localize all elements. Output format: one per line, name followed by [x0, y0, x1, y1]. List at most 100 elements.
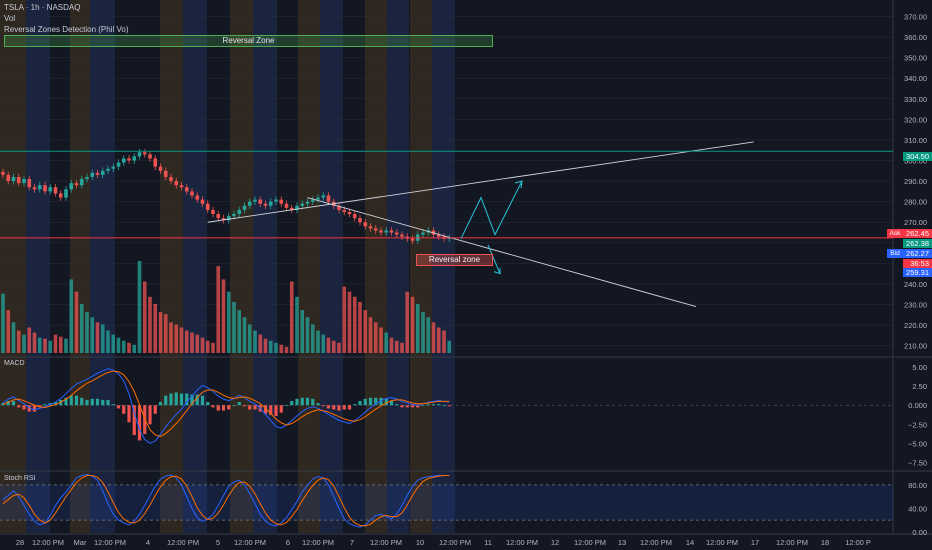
macd-histogram-bar: [137, 405, 142, 441]
volume-bar: [247, 324, 252, 353]
ask-price-tag: 262.45: [903, 229, 932, 238]
reversal-zone-bottom-label: Reversal zone: [428, 255, 481, 264]
grid-lines: [0, 0, 932, 535]
price-tick-label: 210.00: [904, 342, 927, 351]
time-tick-label: 18: [821, 538, 829, 547]
candle-body: [158, 166, 163, 171]
macd-histogram-bar: [95, 398, 100, 406]
macd-histogram-bar: [174, 392, 178, 406]
candle-body: [53, 187, 58, 194]
volume-bar: [410, 296, 415, 353]
stoch-label: Stoch RSI: [4, 475, 36, 482]
candle-body: [279, 199, 284, 204]
volume-bar: [405, 291, 410, 353]
reversal-zone-bottom: Reversal zone: [416, 254, 493, 266]
macd-histogram-bar: [342, 405, 346, 410]
candle-body: [400, 234, 404, 237]
stoch-band: [0, 484, 893, 521]
candlesticks: [1, 148, 452, 245]
trend-line-lower-wedge[interactable]: [307, 197, 697, 308]
volume-bar: [415, 303, 420, 353]
macd-histogram-bar: [431, 404, 436, 406]
macd-histogram-bar: [69, 395, 73, 406]
volume-bar: [106, 330, 110, 353]
volume-bar: [342, 286, 347, 353]
candle-body: [111, 166, 116, 169]
volume-bar: [37, 337, 42, 353]
time-tick-label: 28: [16, 538, 24, 547]
macd-histogram-bar: [90, 398, 94, 406]
time-tick-label: 11: [484, 538, 492, 547]
macd-panel: [0, 368, 893, 444]
volume-bar: [253, 330, 257, 353]
volume-bar: [389, 337, 394, 353]
candle-body: [253, 199, 257, 202]
time-tick-label: 12:00 PM: [167, 538, 199, 547]
price-tick-label: 340.00: [904, 74, 927, 83]
macd-histogram-bar: [211, 405, 215, 408]
macd-histogram-bar: [27, 405, 31, 412]
volume-bar: [85, 312, 89, 353]
time-tick-label: 12:00 PM: [94, 538, 126, 547]
macd-histogram-bar: [122, 405, 126, 414]
macd-histogram-bar: [416, 405, 420, 408]
time-tick-label: 12:00 PM: [640, 538, 672, 547]
macd-histogram-bar: [227, 405, 231, 410]
candle-body: [363, 222, 368, 227]
candle-body: [58, 193, 63, 198]
time-tick-label: 7: [350, 538, 354, 547]
time-tick-label: 12:00 PM: [234, 538, 266, 547]
price-tick-label: 330.00: [904, 95, 927, 104]
time-tick-label: 12:00 P: [845, 538, 871, 547]
candle-body: [237, 209, 242, 215]
volume-bar: [127, 342, 131, 353]
time-tick-label: 12: [551, 538, 559, 547]
time-tick-label: 14: [686, 538, 694, 547]
price-tick-label: 240.00: [904, 280, 927, 289]
candle-body: [195, 195, 200, 200]
bearish-arrow-head: [493, 267, 501, 275]
volume-bar: [363, 310, 368, 353]
time-tick-label: 12:00 PM: [506, 538, 538, 547]
volume-bar: [347, 291, 352, 353]
candle-body: [295, 205, 299, 210]
volume-bar: [27, 327, 32, 353]
volume-bar: [400, 342, 404, 353]
candle-body: [69, 183, 74, 190]
macd-histogram-bar: [263, 405, 268, 414]
time-tick-label: 12:00 PM: [439, 538, 471, 547]
session-stripe: [26, 0, 50, 533]
candle-body: [368, 226, 373, 229]
price-tick-label: 270.00: [904, 218, 927, 227]
macd-histogram-bar: [248, 405, 252, 410]
price-tick-label: 230.00: [904, 301, 927, 310]
time-tick-label: 12:00 PM: [706, 538, 738, 547]
candle-body: [358, 218, 362, 223]
volume-bar: [32, 332, 37, 353]
macd-histogram-bar: [300, 397, 304, 406]
macd-histogram-bar: [101, 399, 105, 406]
volume-bar: [436, 327, 441, 353]
candle-body: [379, 230, 383, 233]
countdown-tag: 36:53: [903, 259, 932, 268]
macd-histogram-bar: [132, 405, 136, 436]
time-tick-label: 4: [146, 538, 150, 547]
macd-histogram-bar: [80, 397, 84, 406]
candle-body: [389, 230, 394, 233]
candle-body: [142, 152, 147, 155]
volume-bar: [48, 340, 53, 353]
macd-histogram-bar: [85, 399, 89, 406]
volume-bar: [305, 317, 310, 353]
candle-body: [289, 207, 294, 210]
vol-label: Vol: [4, 14, 16, 23]
stoch-tick-label: 80.00: [908, 481, 927, 490]
macd-histogram-bar: [332, 405, 336, 410]
macd-histogram-bar: [190, 394, 194, 406]
volume-bar: [426, 317, 431, 353]
trend-line-upper-wedge[interactable]: [207, 141, 754, 223]
macd-histogram-bar: [206, 402, 210, 406]
candle-body: [321, 195, 326, 198]
price-tick-label: 290.00: [904, 177, 927, 186]
session-stripe: [160, 0, 183, 533]
